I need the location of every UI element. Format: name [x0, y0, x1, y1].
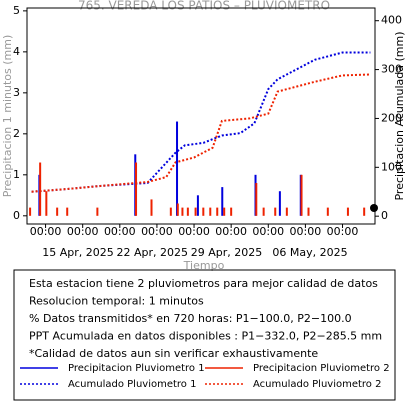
- note-line: Resolucion temporal: 1 minutos: [29, 295, 204, 308]
- rain-bar: [209, 207, 212, 216]
- x-tick-label: 00:00: [290, 225, 322, 238]
- y2-tick-label: 200: [381, 111, 402, 124]
- rain-bar: [186, 207, 189, 216]
- rain-bar: [285, 207, 288, 216]
- x-date-label: 06 May, 2025: [272, 246, 347, 259]
- y-tick-label: 3: [13, 86, 20, 99]
- end-marker: [370, 204, 378, 212]
- plot-frame: [26, 7, 376, 225]
- rain-bar: [202, 207, 205, 216]
- x-date-label: 15 Apr, 2025: [42, 246, 114, 259]
- rain-bar: [176, 203, 179, 216]
- rain-bar: [278, 191, 281, 216]
- accumulated-line: [31, 73, 371, 193]
- rain-bar: [307, 207, 310, 216]
- y2-tick-label: 400: [381, 14, 402, 27]
- rain-bar: [29, 207, 32, 216]
- rain-bar: [255, 183, 258, 216]
- rain-bar: [56, 207, 59, 216]
- x-tick-label: 00:00: [178, 225, 210, 238]
- x-axis-label: Tiempo: [183, 259, 225, 272]
- rain-bar: [135, 162, 138, 216]
- x-tick-label: 00:00: [215, 225, 247, 238]
- x-tick-label: 00:00: [327, 225, 359, 238]
- rain-bar: [181, 207, 184, 216]
- rain-bar: [346, 207, 349, 216]
- x-date-label: 22 Apr, 2025: [117, 246, 189, 259]
- x-tick-label: 00:00: [30, 225, 62, 238]
- rain-bar: [216, 207, 219, 216]
- x-tick-label: 00:00: [141, 225, 173, 238]
- info-box: [13, 269, 396, 401]
- rain-bar: [45, 191, 48, 216]
- rain-bar: [39, 162, 42, 216]
- rain-bar: [176, 121, 179, 216]
- x-tick-label: 00:00: [67, 225, 99, 238]
- y-tick-label: 1: [13, 168, 20, 181]
- y-tick-label: 0: [13, 209, 20, 222]
- note-line: *Calidad de datos aun sin verificar exha…: [29, 347, 318, 360]
- legend-label: Acumulado Pluviometro 2: [253, 379, 381, 390]
- y-axis-label: Precipitacion 1 minutos (mm): [1, 35, 14, 197]
- rain-bar: [223, 207, 226, 216]
- rain-bar: [194, 207, 197, 216]
- note-line: Esta estacion tiene 2 pluviometros para …: [29, 277, 378, 290]
- rain-bar: [274, 207, 277, 216]
- rain-bar: [169, 207, 172, 216]
- legend-label: Precipitacion Pluviometro 2: [253, 363, 390, 374]
- rain-bar: [150, 199, 153, 216]
- note-line: % Datos transmitidos* en 720 horas: P1−1…: [29, 312, 352, 325]
- rain-bar: [230, 207, 233, 216]
- rain-bar: [96, 207, 99, 216]
- accumulated-line: [31, 51, 371, 193]
- y2-tick-label: 300: [381, 63, 402, 76]
- legend-label: Acumulado Pluviometro 1: [68, 379, 196, 390]
- rain-bar: [262, 207, 265, 216]
- rain-bar: [363, 207, 366, 216]
- y2-tick-label: 0: [381, 209, 388, 222]
- y2-axis-label: Precipitacion Acumulada (mm): [393, 31, 406, 200]
- y-tick-label: 4: [13, 45, 20, 58]
- x-tick-label: 00:00: [252, 225, 284, 238]
- rain-bar: [326, 207, 329, 216]
- rain-bar: [221, 187, 224, 216]
- legend-label: Precipitacion Pluviometro 1: [68, 363, 205, 374]
- rain-bar: [66, 207, 69, 216]
- note-line: PPT Acumulada en datos disponibles : P1−…: [29, 330, 382, 343]
- chart-title: 765. VEREDA LOS PATIOS – PLUVIOMETRO: [78, 0, 330, 13]
- x-tick-label: 00:00: [104, 225, 136, 238]
- x-date-label: 29 Apr, 2025: [191, 246, 263, 259]
- y2-tick-label: 100: [381, 160, 402, 173]
- y-tick-label: 5: [13, 4, 20, 17]
- rain-bar: [196, 195, 199, 216]
- y-tick-label: 2: [13, 127, 20, 140]
- rain-bar: [300, 174, 303, 216]
